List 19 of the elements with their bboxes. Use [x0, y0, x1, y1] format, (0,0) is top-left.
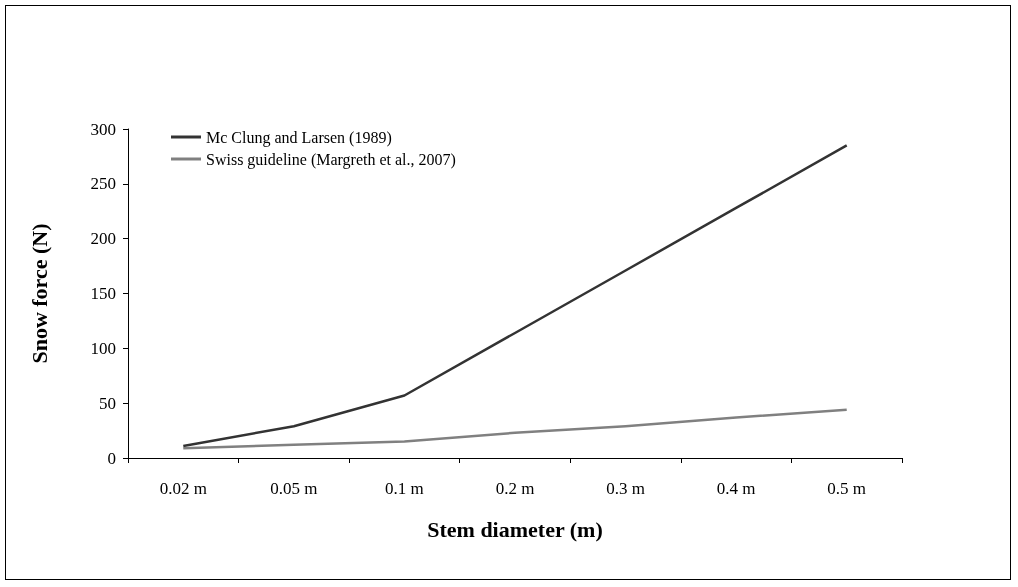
x-tick-label: 0.5 m [827, 479, 867, 498]
legend-label: Mc Clung and Larsen (1989) [206, 128, 392, 147]
x-axis-title: Stem diameter (m) [427, 516, 603, 542]
y-tick-label: 250 [90, 174, 116, 194]
x-tick-label: 0.3 m [606, 479, 645, 498]
x-tick-label: 0.2 m [495, 479, 535, 498]
x-tick-label: 0.05 m [270, 479, 318, 498]
legend-label: Swiss guideline (Margreth et al., 2007) [206, 150, 456, 169]
y-tick-label: 50 [99, 393, 116, 413]
y-tick-label: 200 [90, 229, 116, 249]
line-series [182, 408, 848, 450]
x-tick-label: 0.02 m [159, 479, 207, 498]
y-tick-label: 300 [90, 119, 116, 139]
x-tick-label: 0.1 m [385, 479, 424, 498]
y-axis-title: Snow force (N) [26, 223, 52, 364]
x-tick-label: 0.4 m [716, 479, 756, 498]
y-tick-label: 0 [107, 448, 116, 468]
y-tick-label: 150 [90, 284, 116, 303]
y-tick-label: 100 [90, 338, 116, 358]
